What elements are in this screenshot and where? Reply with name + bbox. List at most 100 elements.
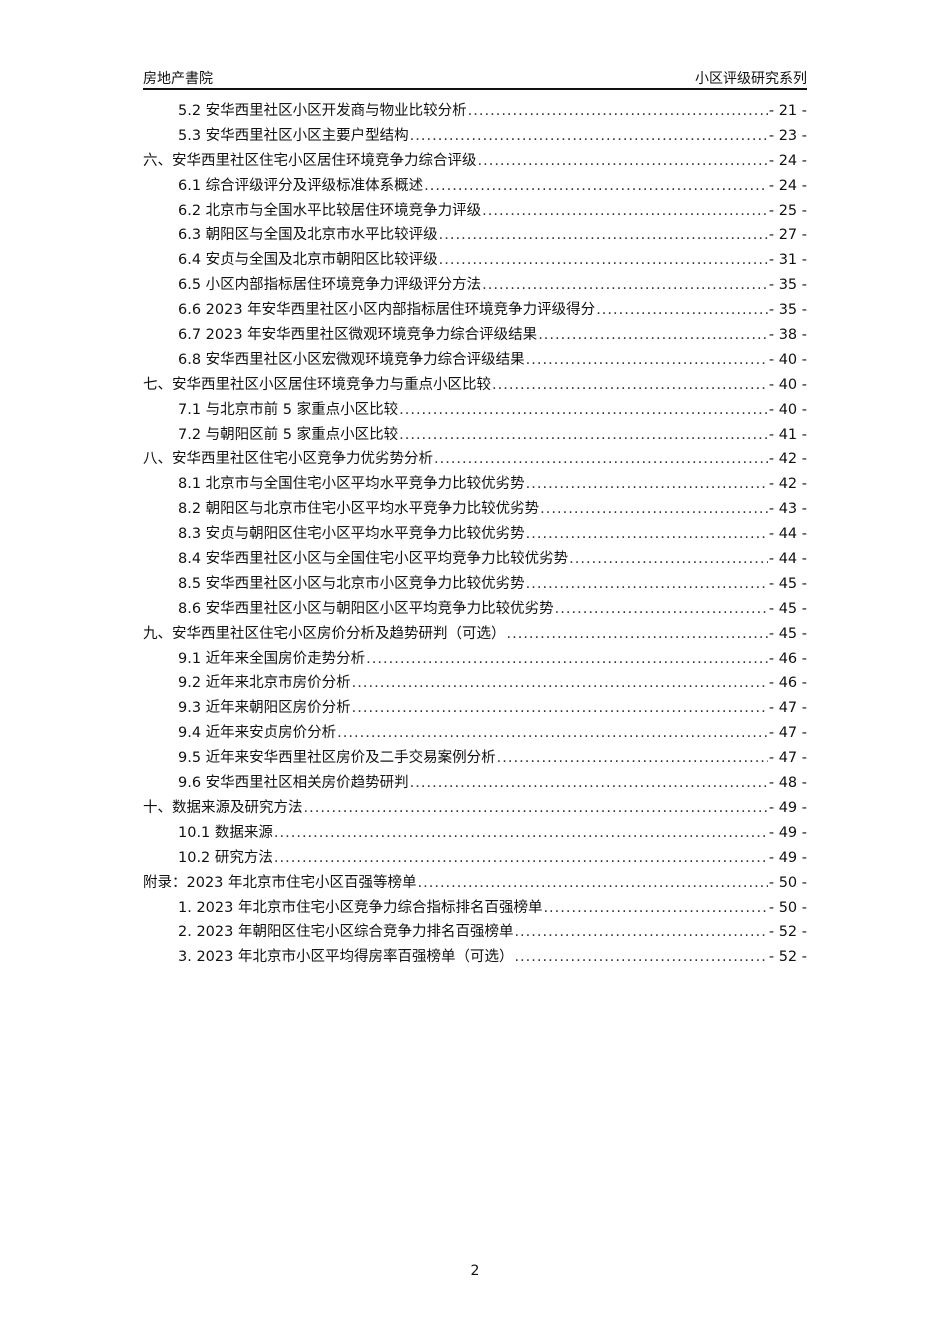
toc-entry[interactable]: 6.2 北京市与全国水平比较居住环境竞争力评级 - 25 -	[143, 199, 807, 224]
toc-entry-title: 7.1 与北京市前 5 家重点小区比较	[178, 401, 399, 418]
toc-leader-dots	[274, 825, 768, 841]
toc-entry-title: 8.3 安贞与朝阳区住宅小区平均水平竞争力比较优劣势	[178, 526, 525, 543]
toc-entry[interactable]: 5.3 安华西里社区小区主要户型结构 - 23 -	[143, 124, 807, 149]
toc-entry-page: - 42 -	[768, 476, 807, 493]
toc-entry[interactable]: 八、安华西里社区住宅小区竞争力优劣势分析 - 42 -	[143, 447, 807, 472]
toc-entry[interactable]: 6.5 小区内部指标居住环境竞争力评级评分方法 - 35 -	[143, 273, 807, 298]
toc-entry[interactable]: 十、数据来源及研究方法 - 49 -	[143, 796, 807, 821]
toc-entry[interactable]: 附录：2023 年北京市住宅小区百强等榜单 - 50 -	[143, 871, 807, 896]
toc-leader-dots	[478, 153, 768, 169]
toc-entry-title: 9.3 近年来朝阳区房价分析	[178, 700, 351, 717]
toc-leader-dots	[482, 203, 768, 219]
toc-entry-title: 1. 2023 年北京市住宅小区竞争力综合指标排名百强榜单	[178, 899, 543, 916]
toc-entry-page: - 25 -	[768, 202, 807, 219]
toc-entry[interactable]: 8.3 安贞与朝阳区住宅小区平均水平竞争力比较优劣势 - 44 -	[143, 522, 807, 547]
toc-entry[interactable]: 9.2 近年来北京市房价分析 - 46 -	[143, 671, 807, 696]
toc-leader-dots	[410, 128, 768, 144]
toc-entry-page: - 27 -	[768, 227, 807, 244]
toc-entry-page: - 44 -	[768, 526, 807, 543]
toc-entry-page: - 43 -	[768, 501, 807, 518]
toc-leader-dots	[366, 651, 768, 667]
toc-leader-dots	[596, 302, 768, 318]
toc-entry-title: 6.8 安华西里社区小区宏微观环境竞争力综合评级结果	[178, 351, 525, 368]
page-header: 房地产書院 小区评级研究系列	[143, 66, 807, 88]
toc-entry[interactable]: 9.1 近年来全国房价走势分析 - 46 -	[143, 647, 807, 672]
toc-entry-title: 6.7 2023 年安华西里社区微观环境竞争力综合评级结果	[178, 327, 538, 344]
toc-entry[interactable]: 七、安华西里社区小区居住环境竞争力与重点小区比较 - 40 -	[143, 373, 807, 398]
toc-entry[interactable]: 9.6 安华西里社区相关房价趋势研判 - 48 -	[143, 771, 807, 796]
toc-leader-dots	[337, 725, 768, 741]
toc-entry[interactable]: 8.4 安华西里社区小区与全国住宅小区平均竞争力比较优劣势 - 44 -	[143, 547, 807, 572]
toc-leader-dots	[352, 700, 768, 716]
toc-leader-dots	[514, 924, 767, 940]
header-rule	[143, 88, 807, 90]
toc-entry[interactable]: 6.6 2023 年安华西里社区小区内部指标居住环境竞争力评级得分 - 35 -	[143, 298, 807, 323]
toc-entry[interactable]: 5.2 安华西里社区小区开发商与物业比较分析 - 21 -	[143, 99, 807, 124]
toc-leader-dots	[410, 775, 768, 791]
toc-entry[interactable]: 9.3 近年来朝阳区房价分析 - 47 -	[143, 696, 807, 721]
toc-entry[interactable]: 6.4 安贞与全国及北京市朝阳区比较评级 - 31 -	[143, 248, 807, 273]
toc-leader-dots	[569, 551, 768, 567]
toc-entry-page: - 46 -	[768, 675, 807, 692]
toc-entry-title: 9.4 近年来安贞房价分析	[178, 725, 337, 742]
toc-entry[interactable]: 8.2 朝阳区与北京市住宅小区平均水平竞争力比较优劣势 - 43 -	[143, 497, 807, 522]
toc-entry-page: - 45 -	[768, 625, 807, 642]
toc-entry-page: - 24 -	[768, 177, 807, 194]
toc-entry-title: 3. 2023 年北京市小区平均得房率百强榜单（可选）	[178, 949, 514, 966]
toc-entry[interactable]: 10.1 数据来源 - 49 -	[143, 821, 807, 846]
toc-entry[interactable]: 1. 2023 年北京市住宅小区竞争力综合指标排名百强榜单 - 50 -	[143, 896, 807, 921]
toc-entry-title: 6.2 北京市与全国水平比较居住环境竞争力评级	[178, 202, 482, 219]
toc-leader-dots	[497, 750, 768, 766]
toc-entry-title: 6.6 2023 年安华西里社区小区内部指标居住环境竞争力评级得分	[178, 302, 596, 319]
toc-leader-dots	[526, 526, 768, 542]
toc-entry[interactable]: 九、安华西里社区住宅小区房价分析及趋势研判（可选） - 45 -	[143, 622, 807, 647]
toc-entry[interactable]: 2. 2023 年朝阳区住宅小区综合竞争力排名百强榜单 - 52 -	[143, 920, 807, 945]
toc-entry-page: - 40 -	[768, 351, 807, 368]
toc-entry[interactable]: 六、安华西里社区住宅小区居住环境竞争力综合评级 - 24 -	[143, 149, 807, 174]
toc-entry-page: - 23 -	[768, 127, 807, 144]
toc-entry-page: - 35 -	[768, 302, 807, 319]
toc-entry-page: - 45 -	[768, 600, 807, 617]
toc-entry[interactable]: 7.1 与北京市前 5 家重点小区比较 - 40 -	[143, 398, 807, 423]
toc-entry-title: 9.1 近年来全国房价走势分析	[178, 650, 366, 667]
toc-entry[interactable]: 6.7 2023 年安华西里社区微观环境竞争力综合评级结果 - 38 -	[143, 323, 807, 348]
header-left: 房地产書院	[143, 71, 213, 87]
toc-leader-dots	[399, 402, 768, 418]
toc-entry-title: 九、安华西里社区住宅小区房价分析及趋势研判（可选）	[143, 625, 506, 642]
toc-entry-page: - 49 -	[768, 849, 807, 866]
toc-entry-title: 10.1 数据来源	[178, 824, 273, 841]
toc-entry-page: - 31 -	[768, 252, 807, 269]
toc-entry-page: - 47 -	[768, 725, 807, 742]
toc-entry[interactable]: 6.1 综合评级评分及评级标准体系概述 - 24 -	[143, 174, 807, 199]
toc-leader-dots	[399, 427, 768, 443]
toc-entry-title: 8.6 安华西里社区小区与朝阳区小区平均竞争力比较优劣势	[178, 600, 554, 617]
toc-entry-title: 6.3 朝阳区与全国及北京市水平比较评级	[178, 227, 438, 244]
toc-leader-dots	[526, 476, 768, 492]
toc-entry[interactable]: 9.4 近年来安贞房价分析 - 47 -	[143, 721, 807, 746]
toc-entry-page: - 47 -	[768, 750, 807, 767]
toc-entry[interactable]: 8.1 北京市与全国住宅小区平均水平竞争力比较优劣势 - 42 -	[143, 472, 807, 497]
toc-entry-title: 八、安华西里社区住宅小区竞争力优劣势分析	[143, 451, 433, 468]
toc-entry-page: - 21 -	[768, 103, 807, 119]
toc-entry-page: - 46 -	[768, 650, 807, 667]
toc-entry[interactable]: 9.5 近年来安华西里社区房价及二手交易案例分析 - 47 -	[143, 746, 807, 771]
toc-entry-title: 6.1 综合评级评分及评级标准体系概述	[178, 177, 424, 194]
toc-leader-dots	[274, 850, 768, 866]
toc-entry-title: 6.5 小区内部指标居住环境竞争力评级评分方法	[178, 277, 482, 294]
toc-leader-dots	[482, 277, 768, 293]
toc-leader-dots	[507, 626, 768, 642]
toc-entry[interactable]: 7.2 与朝阳区前 5 家重点小区比较 - 41 -	[143, 423, 807, 448]
toc-entry-title: 9.2 近年来北京市房价分析	[178, 675, 351, 692]
toc-entry-page: - 42 -	[768, 451, 807, 468]
toc-entry[interactable]: 8.5 安华西里社区小区与北京市小区竞争力比较优劣势 - 45 -	[143, 572, 807, 597]
toc-entry[interactable]: 3. 2023 年北京市小区平均得房率百强榜单（可选） - 52 -	[143, 945, 807, 970]
toc-entry[interactable]: 10.2 研究方法 - 49 -	[143, 846, 807, 871]
toc-entry-page: - 52 -	[768, 924, 807, 941]
toc-entry-title: 附录：2023 年北京市住宅小区百强等榜单	[143, 874, 417, 891]
toc-entry[interactable]: 6.8 安华西里社区小区宏微观环境竞争力综合评级结果 - 40 -	[143, 348, 807, 373]
toc-entry-title: 2. 2023 年朝阳区住宅小区综合竞争力排名百强榜单	[178, 924, 514, 941]
toc-entry[interactable]: 6.3 朝阳区与全国及北京市水平比较评级 - 27 -	[143, 223, 807, 248]
toc-leader-dots	[418, 875, 768, 891]
toc-leader-dots	[540, 501, 768, 517]
toc-entry[interactable]: 8.6 安华西里社区小区与朝阳区小区平均竞争力比较优劣势 - 45 -	[143, 597, 807, 622]
